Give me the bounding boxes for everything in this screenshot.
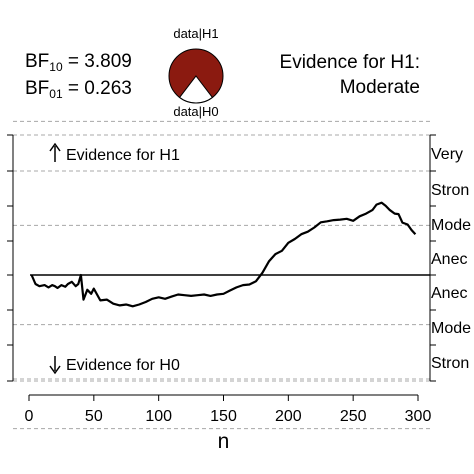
x-tick-label: 300	[405, 408, 432, 425]
bf-line	[30, 201, 417, 308]
x-tick-label: 100	[145, 408, 172, 425]
evidence-title: Evidence for H1:	[279, 52, 420, 73]
x-tick-label: 50	[85, 408, 103, 425]
band-label: Very	[431, 146, 463, 163]
x-axis-title: n	[218, 430, 230, 453]
x-tick-label: 250	[340, 408, 367, 425]
plot-area	[30, 201, 417, 308]
annotation-h0: Evidence for H0	[66, 357, 180, 374]
band-label: Anec	[431, 251, 467, 268]
band-label: Stron	[431, 182, 469, 199]
chart-labels: 0 50 100 150 200 250 300 n Very Stron Mode Anec Anec…	[25, 142, 471, 453]
x-tick-label: 150	[210, 408, 237, 425]
pie-h0-slice	[178, 75, 214, 104]
annotation-h1: Evidence for H1	[66, 147, 180, 164]
x-tick-label: 0	[25, 408, 34, 425]
x-tick-label: 200	[275, 408, 302, 425]
arrow-up-head	[49, 142, 61, 152]
band-label: Stron	[431, 355, 469, 372]
evidence-category: Moderate	[339, 77, 420, 98]
band-label: Mode	[431, 320, 471, 337]
pie-label-h1: data|H1	[173, 26, 219, 41]
bf01-label: BF01 = 0.263	[25, 78, 132, 101]
probability-wheel	[168, 48, 224, 104]
band-label: Anec	[431, 285, 467, 302]
pie-label-h0: data|H0	[173, 104, 219, 119]
arrow-down-head	[49, 365, 61, 375]
band-label: Mode	[431, 217, 471, 234]
bf10-label: BF10 = 3.809	[25, 51, 132, 74]
axes	[7, 134, 436, 401]
